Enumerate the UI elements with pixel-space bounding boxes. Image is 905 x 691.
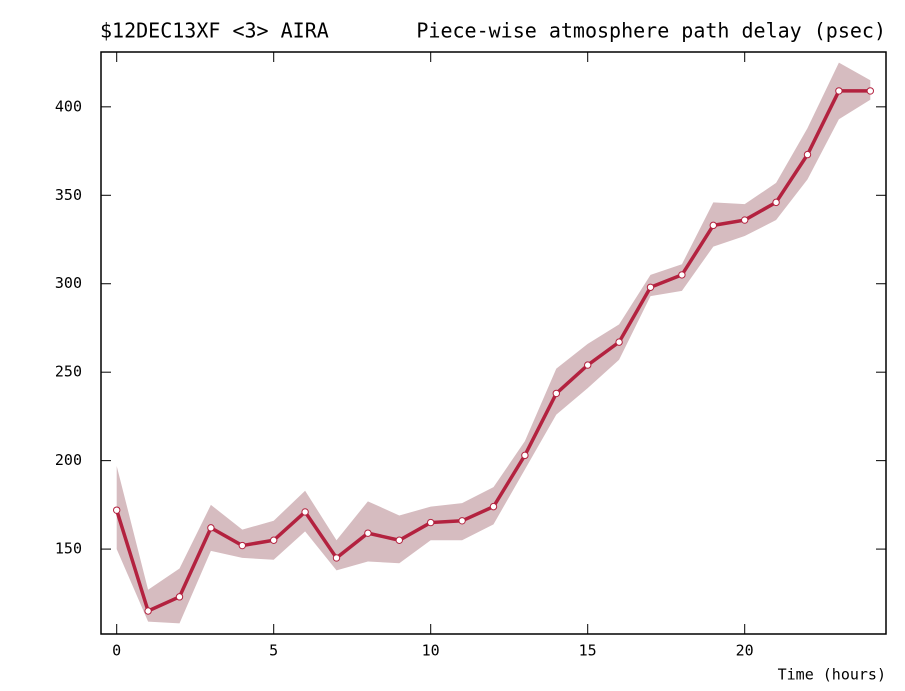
data-point	[332, 554, 341, 562]
x-axis-label: Time (hours)	[778, 666, 886, 684]
data-point	[866, 87, 874, 95]
data-point	[113, 506, 121, 514]
y-tick-label: 150	[55, 540, 82, 558]
y-tick-label: 350	[55, 186, 82, 204]
data-point	[835, 87, 843, 95]
data-point	[803, 150, 812, 159]
x-tick-label: 10	[422, 642, 440, 660]
x-tick-label: 20	[736, 642, 754, 660]
data-point	[458, 517, 466, 525]
data-point	[521, 451, 529, 460]
data-point	[615, 338, 623, 346]
chart-title: Piece-wise atmosphere path delay (psec)	[416, 19, 886, 43]
data-point	[207, 524, 215, 532]
data-point	[584, 361, 592, 369]
chart-title-left: $12DEC13XF <3> AIRA	[100, 19, 329, 43]
y-tick-label: 300	[55, 274, 82, 292]
plot-frame	[100, 51, 887, 635]
data-point	[741, 216, 749, 224]
data-point	[270, 536, 278, 544]
y-tick-label: 200	[55, 451, 82, 469]
data-point	[238, 541, 247, 550]
data-point	[395, 536, 403, 544]
x-tick-label: 0	[112, 642, 121, 660]
y-tick-label: 250	[55, 363, 82, 381]
y-tick-label: 400	[55, 97, 82, 115]
data-point	[552, 389, 560, 398]
x-tick-label: 15	[579, 642, 597, 660]
data-point	[427, 518, 435, 527]
data-point	[301, 508, 309, 516]
data-point	[364, 529, 372, 537]
data-point	[646, 283, 655, 291]
x-tick-label: 5	[269, 642, 278, 660]
data-point	[709, 221, 717, 230]
data-point	[772, 198, 780, 207]
data-point	[175, 593, 184, 601]
data-point	[489, 502, 498, 511]
data-point	[144, 607, 152, 615]
data-point	[678, 271, 686, 279]
